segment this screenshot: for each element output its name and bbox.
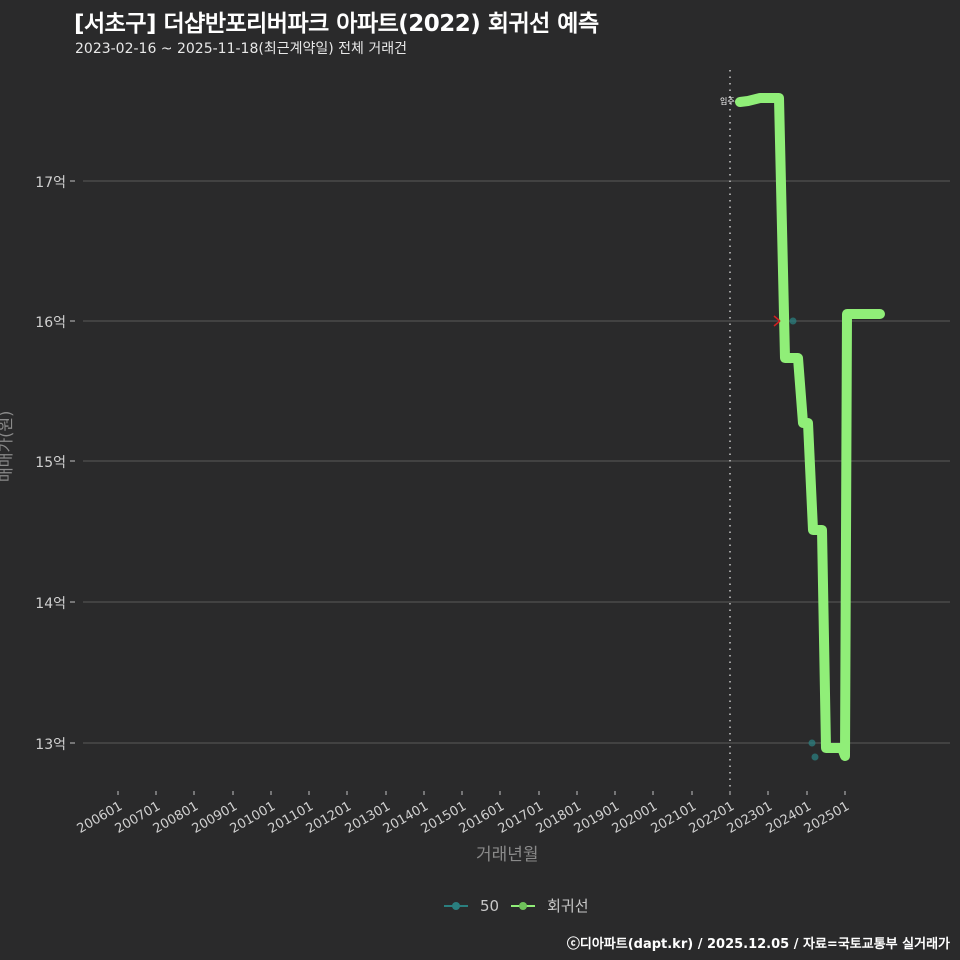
series-50-points xyxy=(789,317,819,761)
regression-line xyxy=(735,93,885,761)
legend-key-50-icon xyxy=(444,899,468,913)
y-tick-14: 14억 xyxy=(35,596,66,612)
legend-label: 회귀선 xyxy=(547,897,589,915)
legend-item-regression: 회귀선 xyxy=(511,895,589,916)
y-tick-13: 13억 xyxy=(35,737,66,753)
footer-credit: ⓒ디아파트(dapt.kr) / 2025.12.05 / 자료=국토교통부 실… xyxy=(566,937,950,952)
y-tick-15: 15억 xyxy=(35,455,66,471)
x-tick-marks xyxy=(117,791,846,795)
chart-title: [서초구] 더샵반포리버파크 아파트(2022) 회귀선 예측 xyxy=(74,11,599,37)
y-tick-marks xyxy=(70,180,75,744)
y-tick-17: 17억 xyxy=(35,175,66,191)
legend-label: 50 xyxy=(480,896,500,915)
x-marker xyxy=(773,315,781,327)
x-axis-label: 거래년월 xyxy=(476,845,539,865)
legend-item-50: 50 xyxy=(444,897,499,915)
legend: 50 회귀선 xyxy=(444,895,601,916)
move-in-label: 입주 xyxy=(720,97,735,106)
gridlines xyxy=(83,180,950,744)
chart-subtitle: 2023-02-16 ~ 2025-11-18(최근계약일) 전체 거래건 xyxy=(75,41,407,57)
y-tick-16: 16억 xyxy=(35,315,66,331)
legend-key-regression-icon xyxy=(511,899,536,913)
